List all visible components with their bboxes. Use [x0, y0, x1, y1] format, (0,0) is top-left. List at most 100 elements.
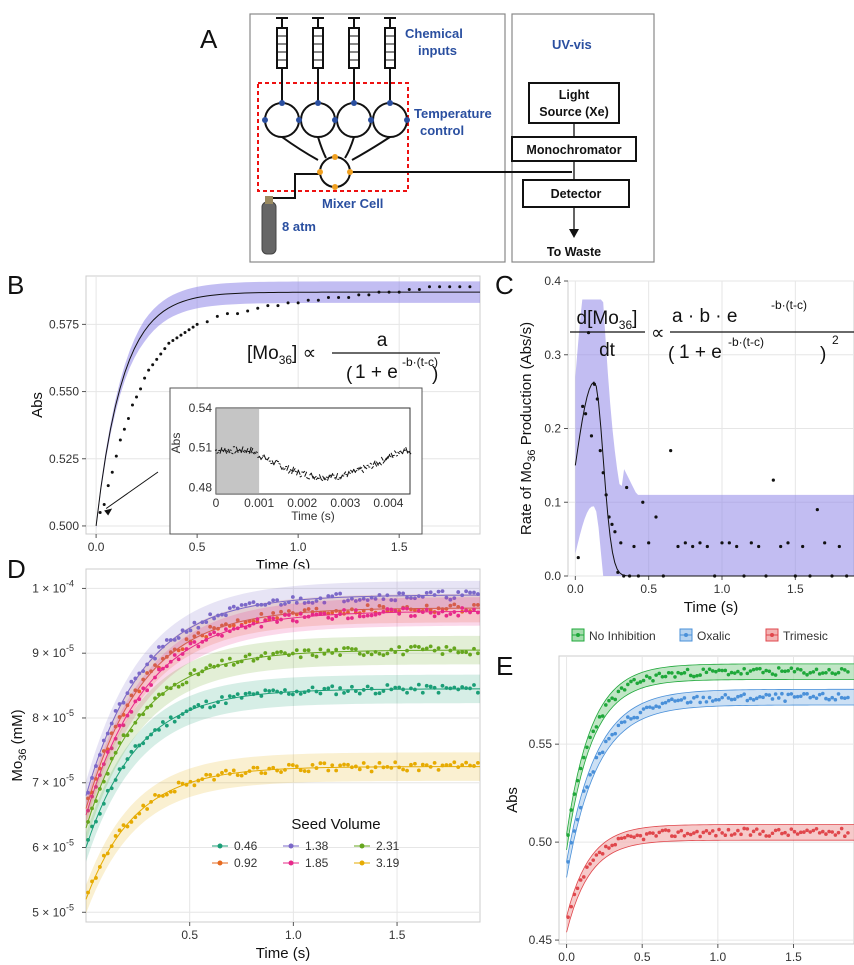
- data-point: [326, 768, 331, 773]
- data-point: [682, 671, 687, 675]
- data-point: [239, 773, 244, 778]
- data-point: [622, 574, 626, 578]
- data-point: [121, 765, 126, 770]
- data-point: [271, 598, 276, 603]
- data-point: [310, 610, 315, 614]
- confidence-band: [86, 635, 480, 843]
- inset-data-point: [227, 448, 231, 454]
- data-point: [833, 697, 838, 702]
- data-point: [137, 811, 142, 816]
- data-point: [342, 690, 346, 695]
- data-point: [231, 768, 236, 773]
- inset-data-point: [395, 454, 399, 457]
- inset-data-point: [279, 465, 283, 471]
- data-point: [401, 767, 406, 772]
- detector-box: [522, 179, 630, 208]
- light-source-box: [528, 82, 620, 124]
- data-point: [613, 842, 618, 847]
- data-point: [846, 831, 850, 835]
- data-point: [101, 738, 106, 743]
- data-point: [342, 608, 346, 612]
- data-point: [444, 607, 449, 611]
- data-point: [122, 427, 126, 431]
- confidence-band: [575, 299, 854, 576]
- data-point: [164, 638, 169, 642]
- x-tick-label: 1.5: [787, 582, 804, 596]
- data-point: [764, 834, 768, 838]
- data-point: [353, 764, 358, 769]
- data-point: [405, 595, 409, 600]
- eq-c-den: 1 + e: [679, 342, 722, 363]
- data-point: [192, 705, 197, 709]
- data-point: [472, 590, 476, 595]
- data-point: [464, 760, 469, 765]
- data-point: [298, 611, 303, 616]
- data-point: [409, 762, 413, 767]
- data-point: [720, 541, 724, 545]
- y-tick-label: 0.45: [529, 933, 553, 947]
- data-point: [575, 886, 580, 891]
- data-point: [420, 647, 425, 652]
- data-point: [472, 764, 476, 768]
- data-point: [94, 819, 98, 824]
- data-point: [90, 776, 94, 780]
- data-point: [220, 695, 224, 699]
- data-point: [350, 607, 354, 612]
- data-point: [654, 673, 658, 677]
- inset-data-point: [380, 456, 384, 461]
- data-point: [125, 824, 130, 829]
- data-point: [720, 831, 724, 835]
- x-tick-label: 1.5: [389, 928, 406, 942]
- data-point: [101, 801, 106, 806]
- data-point: [701, 695, 706, 700]
- data-point: [641, 707, 646, 711]
- data-point: [792, 669, 797, 674]
- data-point: [707, 667, 712, 671]
- legend-marker: [217, 860, 223, 866]
- data-point: [216, 626, 220, 631]
- data-point: [176, 648, 181, 653]
- data-point: [139, 387, 143, 391]
- data-point: [101, 762, 106, 767]
- data-point: [458, 285, 462, 289]
- data-point: [164, 654, 169, 659]
- data-point: [143, 376, 147, 380]
- data-point: [764, 692, 768, 697]
- data-point: [164, 685, 169, 690]
- data-point: [302, 615, 307, 620]
- data-point: [298, 691, 303, 696]
- data-point: [322, 611, 327, 616]
- inset-data-point: [237, 449, 241, 452]
- data-point: [86, 808, 90, 813]
- data-point: [397, 611, 402, 616]
- data-point: [830, 671, 835, 675]
- inset-data-point: [234, 450, 237, 454]
- mixer-cell-label: Mixer Cell: [322, 196, 383, 211]
- data-point: [695, 673, 699, 678]
- data-point: [168, 715, 173, 720]
- data-point: [204, 666, 209, 671]
- inset-data-point: [323, 477, 327, 481]
- data-point: [373, 612, 378, 617]
- data-point: [239, 695, 244, 700]
- data-point: [247, 601, 252, 606]
- data-point: [121, 723, 126, 728]
- data-point: [432, 685, 437, 690]
- equation-c: d[Mo36] dt ∝ a · b · e -b·(t-c) ( 1 + e …: [570, 298, 854, 365]
- y-axis-label-part: (mM): [9, 709, 26, 748]
- data-point: [361, 608, 366, 613]
- legend-label: No Inhibition: [589, 629, 656, 643]
- data-point: [172, 682, 177, 687]
- data-point: [125, 733, 130, 738]
- y-tick-mantissa: 8 × 10: [32, 711, 66, 725]
- inset-data-point: [218, 449, 221, 452]
- data-point: [314, 599, 319, 603]
- data-point: [235, 618, 240, 623]
- data-point: [754, 827, 759, 831]
- data-point: [175, 336, 179, 340]
- data-point: [275, 620, 279, 624]
- data-point: [572, 892, 577, 897]
- data-point: [742, 826, 746, 831]
- data-point: [224, 622, 228, 627]
